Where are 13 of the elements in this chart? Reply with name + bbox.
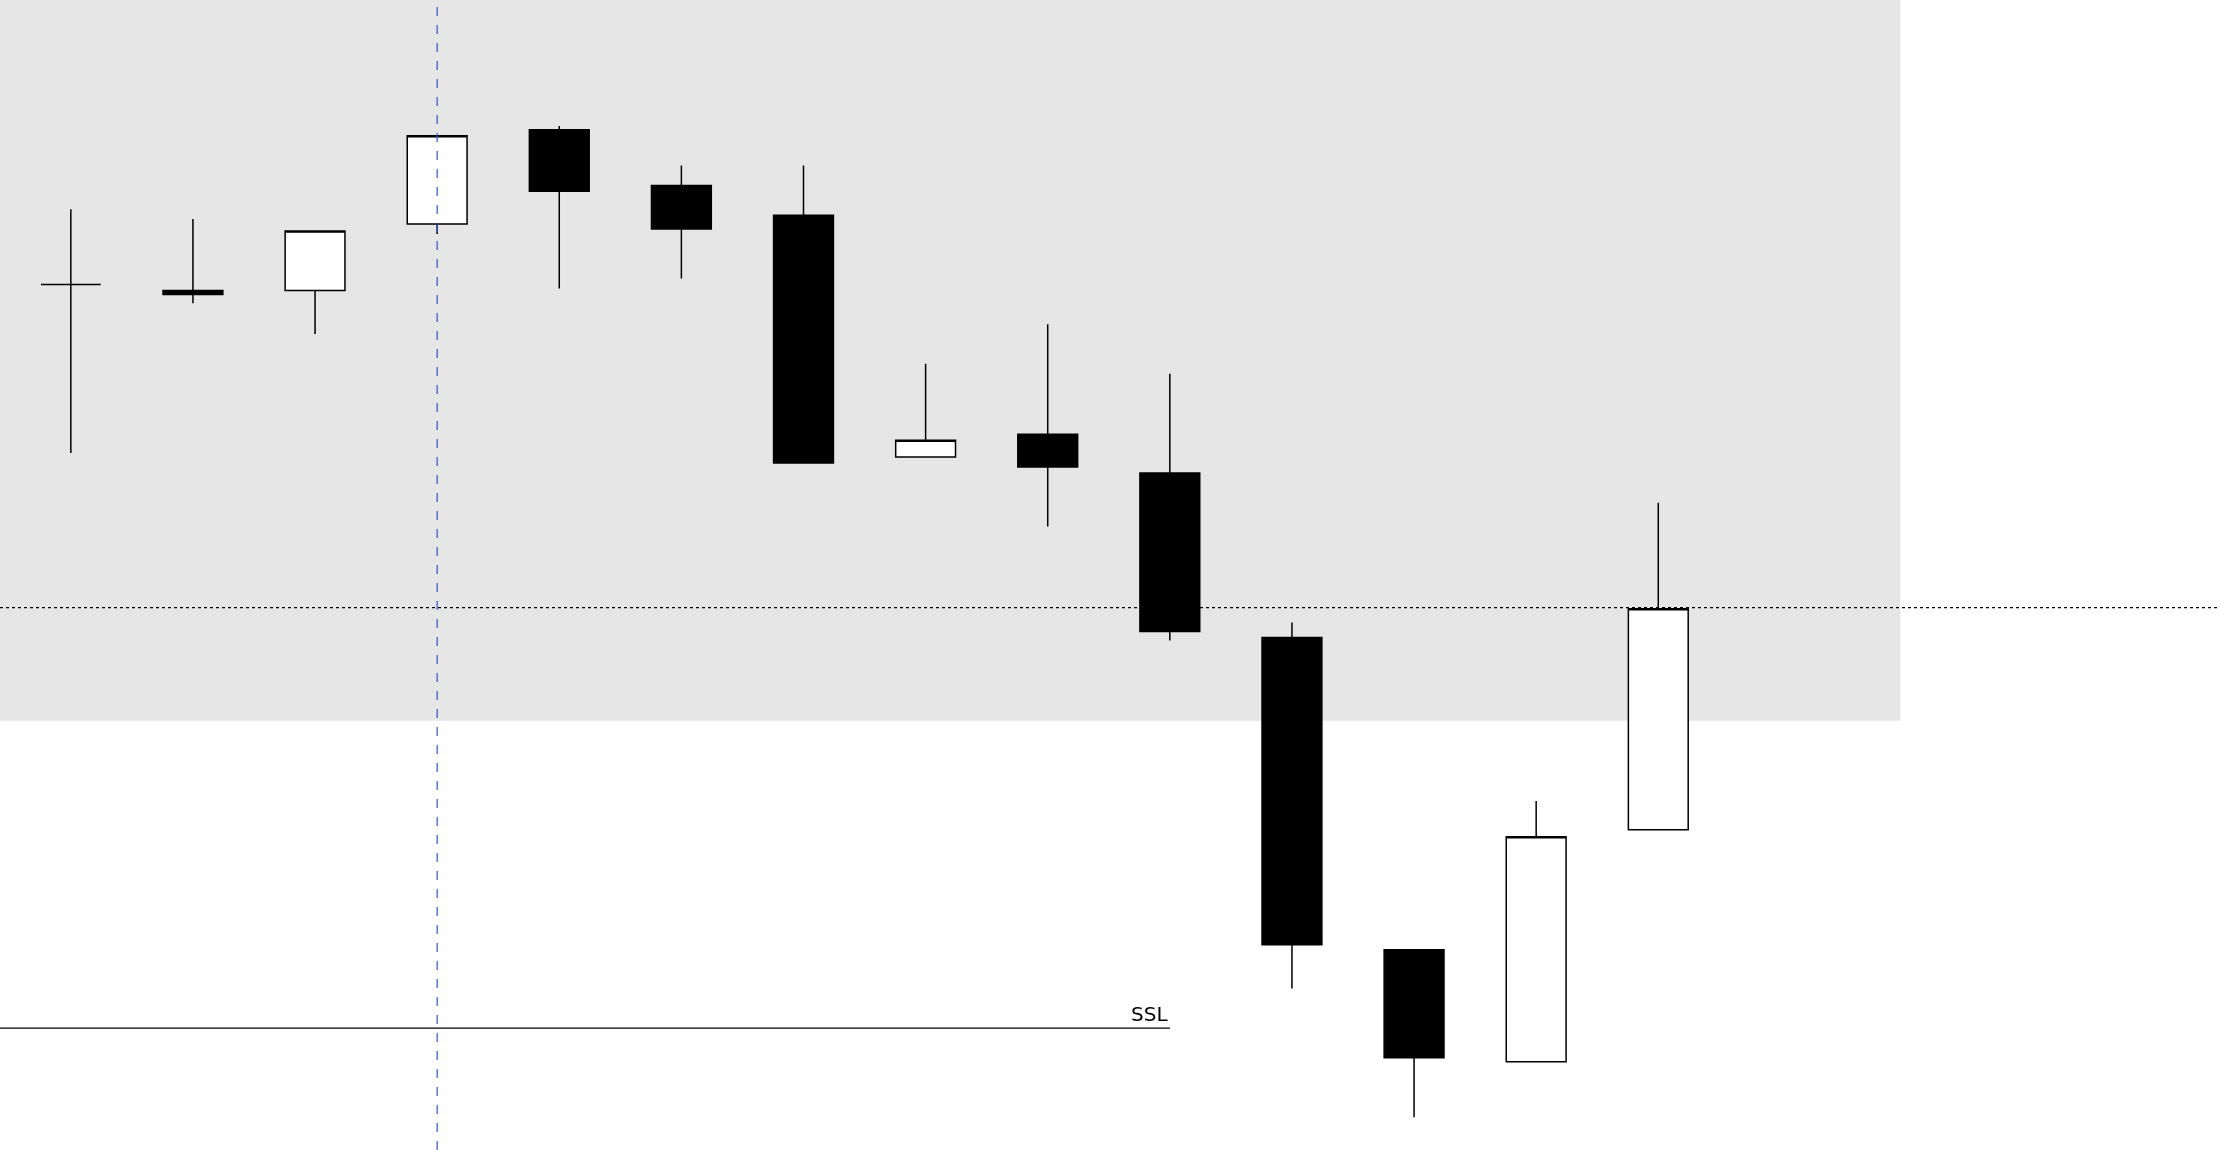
candlestick [1383, 948, 1445, 1119]
candlestick [894, 363, 957, 458]
candlestick [1505, 800, 1567, 1063]
candlestick [528, 125, 590, 290]
candlestick [162, 218, 224, 305]
candlestick [1017, 323, 1079, 528]
ref-line-label: SSL [1131, 1002, 1169, 1026]
candlestick [406, 135, 468, 235]
candlestick [1261, 621, 1323, 990]
candlestick [284, 230, 346, 335]
candlestick [650, 164, 713, 280]
candlestick [772, 164, 835, 464]
candlestick [40, 208, 102, 454]
